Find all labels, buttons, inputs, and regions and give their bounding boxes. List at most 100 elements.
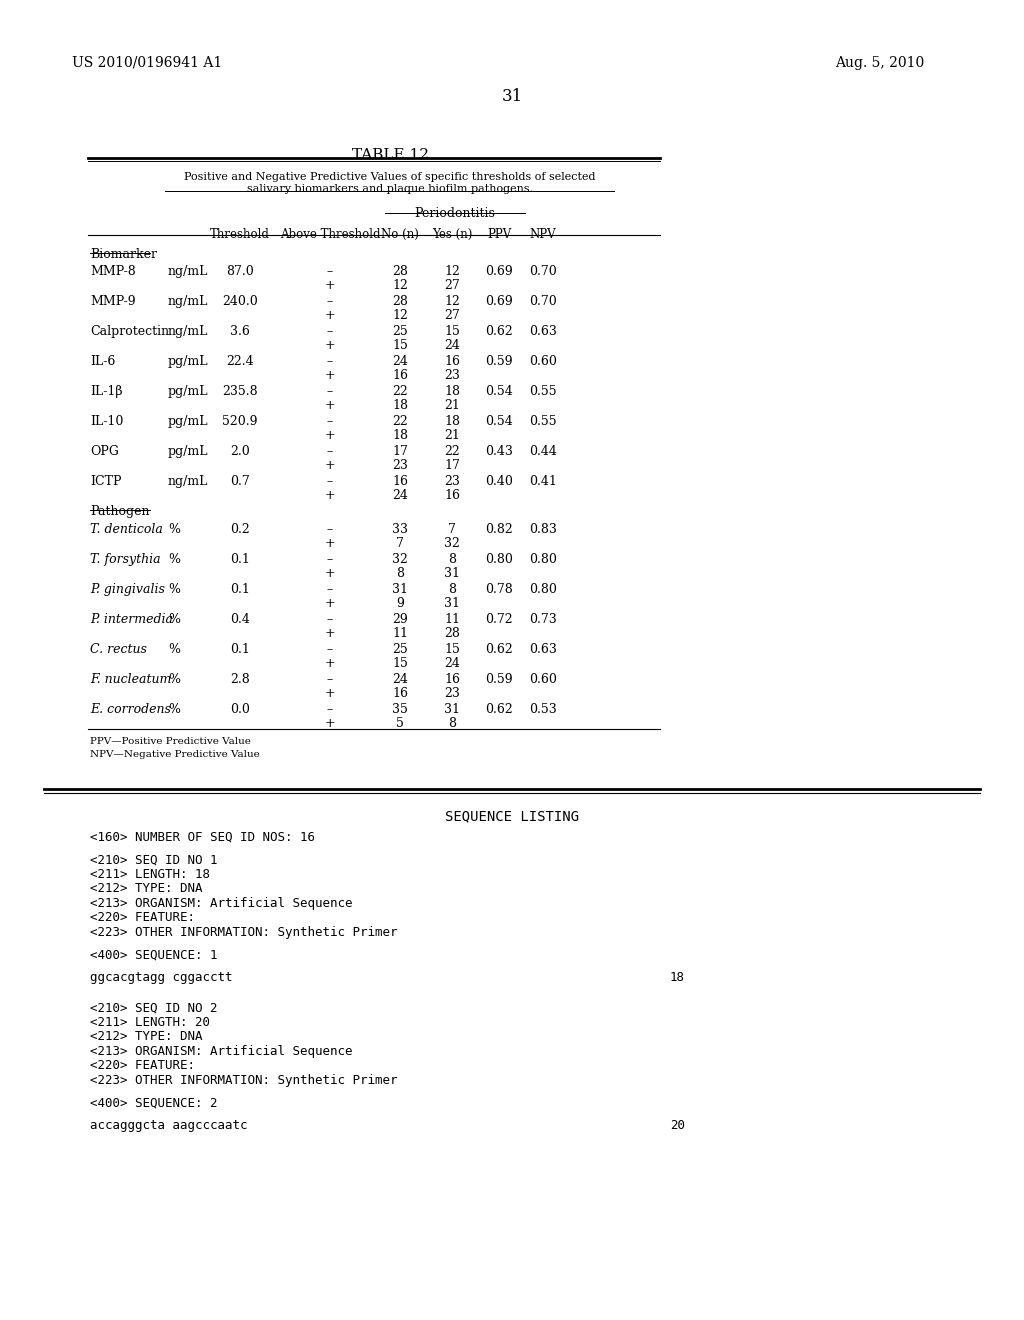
Text: <160> NUMBER OF SEQ ID NOS: 16: <160> NUMBER OF SEQ ID NOS: 16 [90, 832, 315, 843]
Text: 25: 25 [392, 643, 408, 656]
Text: 32: 32 [444, 537, 460, 550]
Text: +: + [325, 459, 335, 473]
Text: 27: 27 [444, 309, 460, 322]
Text: <223> OTHER INFORMATION: Synthetic Primer: <223> OTHER INFORMATION: Synthetic Prime… [90, 925, 397, 939]
Text: 28: 28 [392, 265, 408, 279]
Text: 24: 24 [392, 488, 408, 502]
Text: –: – [327, 325, 333, 338]
Text: %: % [168, 523, 180, 536]
Text: 22.4: 22.4 [226, 355, 254, 368]
Text: PPV: PPV [486, 228, 511, 242]
Text: 31: 31 [444, 704, 460, 715]
Text: 0.1: 0.1 [230, 643, 250, 656]
Text: 18: 18 [670, 972, 685, 983]
Text: NPV—Negative Predictive Value: NPV—Negative Predictive Value [90, 750, 260, 759]
Text: 17: 17 [392, 445, 408, 458]
Text: ng/mL: ng/mL [168, 325, 208, 338]
Text: %: % [168, 704, 180, 715]
Text: Pathogen: Pathogen [90, 506, 150, 517]
Text: <212> TYPE: DNA: <212> TYPE: DNA [90, 883, 203, 895]
Text: 2.0: 2.0 [230, 445, 250, 458]
Text: 520.9: 520.9 [222, 414, 258, 428]
Text: ng/mL: ng/mL [168, 294, 208, 308]
Text: Aug. 5, 2010: Aug. 5, 2010 [835, 55, 925, 70]
Text: 16: 16 [444, 673, 460, 686]
Text: 240.0: 240.0 [222, 294, 258, 308]
Text: 23: 23 [444, 686, 460, 700]
Text: +: + [325, 339, 335, 352]
Text: +: + [325, 279, 335, 292]
Text: <220> FEATURE:: <220> FEATURE: [90, 912, 195, 924]
Text: 35: 35 [392, 704, 408, 715]
Text: 0.82: 0.82 [485, 523, 513, 536]
Text: <211> LENGTH: 20: <211> LENGTH: 20 [90, 1016, 210, 1028]
Text: 0.54: 0.54 [485, 414, 513, 428]
Text: No (n): No (n) [381, 228, 419, 242]
Text: pg/mL: pg/mL [168, 414, 209, 428]
Text: 15: 15 [444, 643, 460, 656]
Text: 25: 25 [392, 325, 408, 338]
Text: 3.6: 3.6 [230, 325, 250, 338]
Text: 12: 12 [444, 294, 460, 308]
Text: –: – [327, 612, 333, 626]
Text: PPV—Positive Predictive Value: PPV—Positive Predictive Value [90, 737, 251, 746]
Text: 0.80: 0.80 [529, 553, 557, 566]
Text: US 2010/0196941 A1: US 2010/0196941 A1 [72, 55, 222, 70]
Text: 0.4: 0.4 [230, 612, 250, 626]
Text: 16: 16 [392, 686, 408, 700]
Text: P. gingivalis: P. gingivalis [90, 583, 165, 597]
Text: 21: 21 [444, 429, 460, 442]
Text: salivary biomarkers and plaque biofilm pathogens.: salivary biomarkers and plaque biofilm p… [247, 183, 534, 194]
Text: ng/mL: ng/mL [168, 265, 208, 279]
Text: –: – [327, 523, 333, 536]
Text: 20: 20 [670, 1119, 685, 1131]
Text: 22: 22 [392, 414, 408, 428]
Text: 9: 9 [396, 597, 403, 610]
Text: 15: 15 [392, 657, 408, 671]
Text: 28: 28 [392, 294, 408, 308]
Text: +: + [325, 597, 335, 610]
Text: 21: 21 [444, 399, 460, 412]
Text: 0.54: 0.54 [485, 385, 513, 399]
Text: 0.44: 0.44 [529, 445, 557, 458]
Text: 31: 31 [444, 568, 460, 579]
Text: 24: 24 [444, 657, 460, 671]
Text: 87.0: 87.0 [226, 265, 254, 279]
Text: 8: 8 [449, 583, 456, 597]
Text: <213> ORGANISM: Artificial Sequence: <213> ORGANISM: Artificial Sequence [90, 1045, 352, 1057]
Text: T. forsythia: T. forsythia [90, 553, 161, 566]
Text: –: – [327, 475, 333, 488]
Text: accagggcta aagcccaatc: accagggcta aagcccaatc [90, 1119, 248, 1131]
Text: <210> SEQ ID NO 2: <210> SEQ ID NO 2 [90, 1002, 217, 1014]
Text: 23: 23 [444, 475, 460, 488]
Text: 0.0: 0.0 [230, 704, 250, 715]
Text: –: – [327, 704, 333, 715]
Text: 0.41: 0.41 [529, 475, 557, 488]
Text: 7: 7 [449, 523, 456, 536]
Text: %: % [168, 583, 180, 597]
Text: 8: 8 [449, 717, 456, 730]
Text: 24: 24 [392, 673, 408, 686]
Text: 11: 11 [392, 627, 408, 640]
Text: 235.8: 235.8 [222, 385, 258, 399]
Text: 0.83: 0.83 [529, 523, 557, 536]
Text: 0.55: 0.55 [529, 385, 557, 399]
Text: 31: 31 [502, 88, 522, 106]
Text: 28: 28 [444, 627, 460, 640]
Text: –: – [327, 583, 333, 597]
Text: 0.70: 0.70 [529, 265, 557, 279]
Text: 0.62: 0.62 [485, 325, 513, 338]
Text: 0.55: 0.55 [529, 414, 557, 428]
Text: 33: 33 [392, 523, 408, 536]
Text: Biomarker: Biomarker [90, 248, 157, 261]
Text: 0.78: 0.78 [485, 583, 513, 597]
Text: +: + [325, 686, 335, 700]
Text: +: + [325, 399, 335, 412]
Text: <213> ORGANISM: Artificial Sequence: <213> ORGANISM: Artificial Sequence [90, 898, 352, 909]
Text: 23: 23 [444, 370, 460, 381]
Text: 0.1: 0.1 [230, 553, 250, 566]
Text: 15: 15 [444, 325, 460, 338]
Text: 2.8: 2.8 [230, 673, 250, 686]
Text: 8: 8 [449, 553, 456, 566]
Text: <212> TYPE: DNA: <212> TYPE: DNA [90, 1031, 203, 1043]
